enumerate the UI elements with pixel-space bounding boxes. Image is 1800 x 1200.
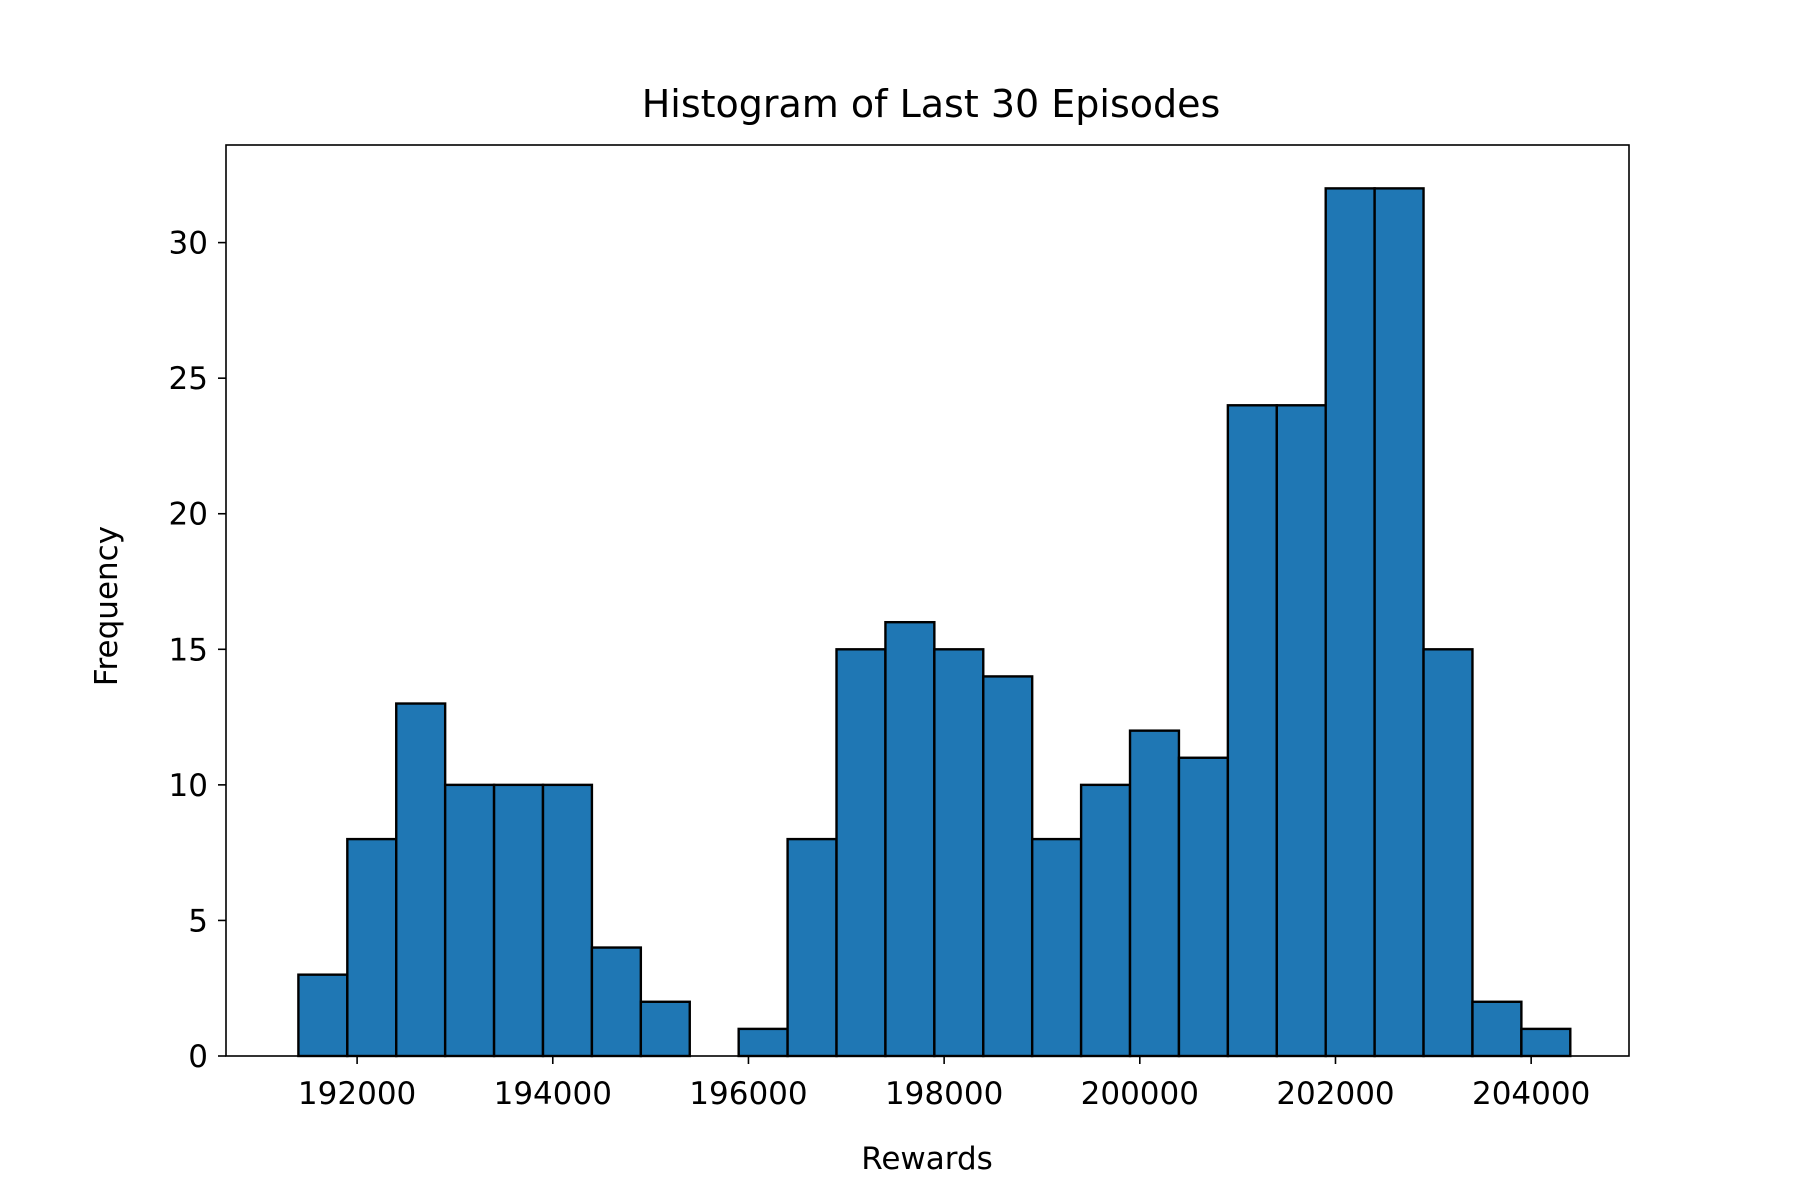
histogram-bar (492, 783, 545, 1058)
histogram-bar (737, 1027, 789, 1058)
histogram-bar (1030, 837, 1083, 1058)
x-tick-label: 198000 (885, 1076, 1003, 1112)
histogram-bar (639, 1000, 691, 1058)
x-tick-label: 194000 (494, 1076, 612, 1112)
y-tick-label: 15 (169, 632, 208, 668)
histogram-bar (1177, 756, 1230, 1058)
y-tick-label: 10 (169, 768, 208, 804)
histogram-bar (884, 620, 936, 1058)
histogram-bar (1128, 729, 1181, 1058)
histogram-bar (1422, 648, 1474, 1058)
y-axis-ticks: 0 5 10 15 20 25 30 (169, 226, 226, 1075)
histogram-bar (541, 783, 594, 1058)
x-tick-label: 200000 (1081, 1076, 1199, 1112)
histogram-bar (590, 946, 643, 1058)
histogram-bar (1226, 404, 1278, 1058)
x-tick-label: 202000 (1276, 1076, 1394, 1112)
y-tick-label: 30 (169, 226, 208, 262)
histogram-bar (1471, 1000, 1523, 1058)
histogram-bar (1324, 187, 1376, 1058)
histogram-bar (1373, 187, 1425, 1058)
plot-frame (225, 144, 1630, 1057)
chart-title: Histogram of Last 30 Episodes (642, 82, 1221, 126)
histogram-bar (982, 675, 1034, 1058)
y-tick-label: 20 (169, 497, 208, 533)
histogram-bar (443, 783, 496, 1058)
y-axis-label: Frequency (89, 526, 125, 686)
y-tick-label: 5 (188, 903, 208, 939)
histogram-bar (297, 973, 349, 1058)
histogram-bar (1079, 783, 1132, 1058)
x-tick-label: 196000 (689, 1076, 807, 1112)
x-axis-ticks: 192000 194000 196000 198000 200000 202000 2040… (298, 1056, 1590, 1112)
x-axis-label: Rewards (861, 1141, 993, 1177)
bars-group (297, 187, 1572, 1058)
histogram-bar (786, 837, 838, 1058)
histogram-bar (933, 648, 985, 1058)
histogram-bar (346, 837, 398, 1058)
histogram-bar (1275, 404, 1327, 1058)
histogram-bar (835, 648, 887, 1058)
y-tick-label: 0 (188, 1039, 208, 1075)
histogram-bar (395, 702, 447, 1058)
histogram-bar (1520, 1027, 1572, 1058)
x-tick-label: 204000 (1472, 1076, 1590, 1112)
y-tick-label: 25 (169, 361, 208, 397)
x-tick-label: 192000 (298, 1076, 416, 1112)
